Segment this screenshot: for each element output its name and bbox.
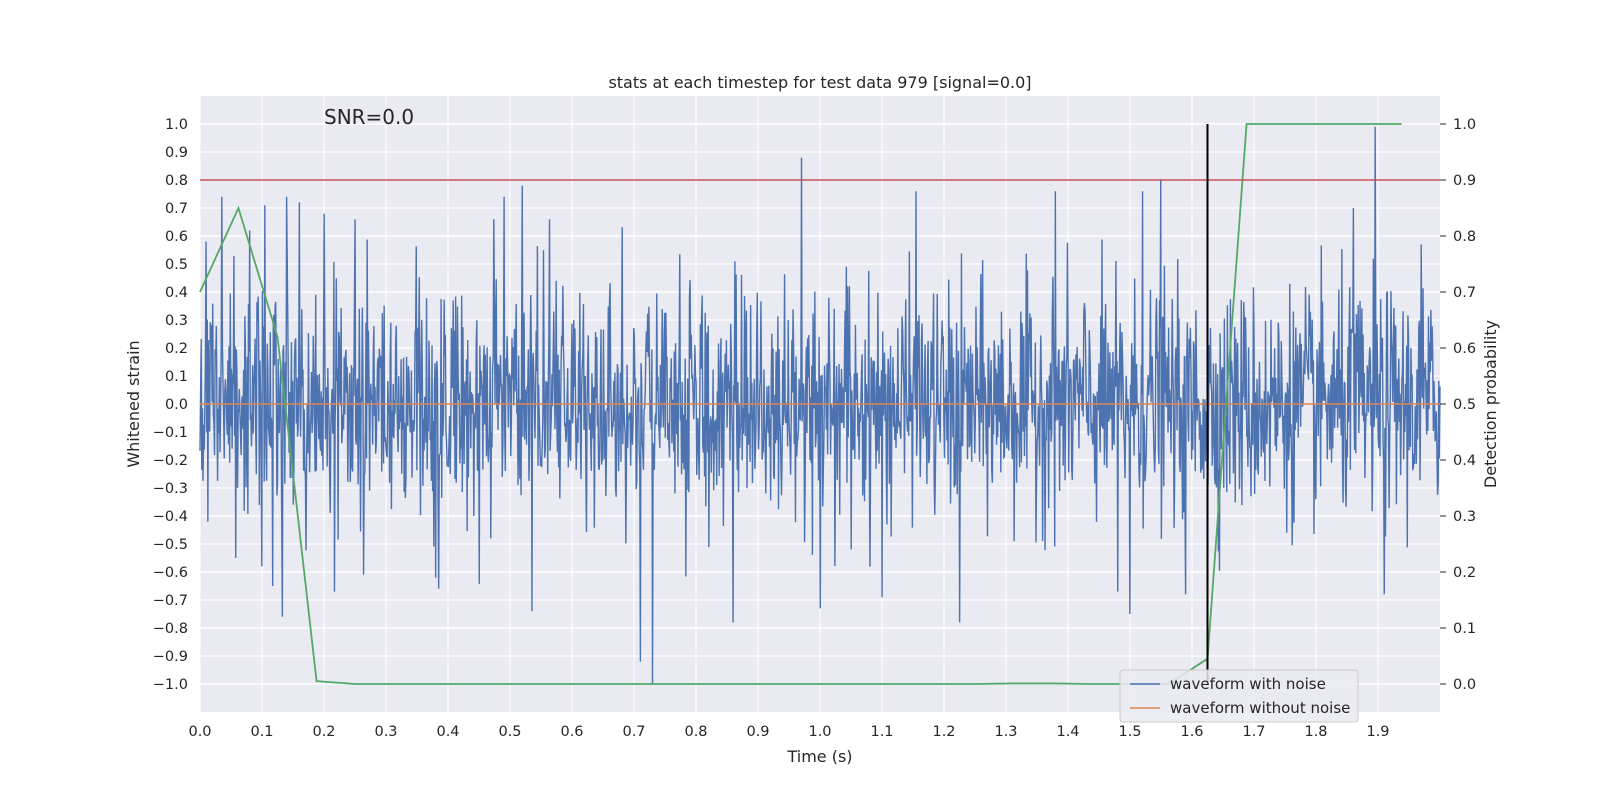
chart-title: stats at each timestep for test data 979… bbox=[608, 73, 1031, 92]
y-tick-labels: 1.0 0.9 0.8 0.7 0.6 0.5 0.4 0.3 0.2 0.1 0.0 −0.1 −0.… bbox=[153, 117, 188, 693]
y2-tick-label: 0.2 bbox=[1453, 565, 1476, 581]
x-tick-label: 0.6 bbox=[560, 724, 583, 740]
x-tick-labels: 0.0 0.1 0.2 0.3 0.4 0.5 0.6 0.7 0.8 0.9 1.0 1.1 1.2 1… bbox=[188, 724, 1389, 740]
y-tick-label: 0.4 bbox=[165, 285, 188, 301]
x-tick-label: 0.0 bbox=[188, 724, 211, 740]
y2-tick-label: 0.1 bbox=[1453, 621, 1476, 637]
y-tick-label: −0.4 bbox=[153, 509, 188, 525]
series-line-waveform-with-noise bbox=[199, 126, 1441, 685]
y-tick-label: 0.6 bbox=[165, 229, 188, 245]
x-tick-label: 1.0 bbox=[808, 724, 831, 740]
x-tick-label: 0.9 bbox=[746, 724, 769, 740]
x-tick-label: 0.4 bbox=[436, 724, 459, 740]
y2-tick-label: 0.5 bbox=[1453, 397, 1476, 413]
y2-tick-label: 0.3 bbox=[1453, 509, 1476, 525]
x-tick-label: 1.7 bbox=[1242, 724, 1265, 740]
y-tick-label: 0.2 bbox=[165, 341, 188, 357]
reference-lines bbox=[200, 124, 1440, 684]
y-tick-label: −1.0 bbox=[153, 677, 188, 693]
y-tick-label: 0.3 bbox=[165, 313, 188, 329]
snr-annotation: SNR=0.0 bbox=[324, 105, 414, 129]
x-tick-label: 0.8 bbox=[684, 724, 707, 740]
x-tick-label: 1.9 bbox=[1366, 724, 1389, 740]
y-tick-label: −0.9 bbox=[153, 649, 188, 665]
x-tick-label: 0.3 bbox=[374, 724, 397, 740]
x-tick-label: 1.5 bbox=[1118, 724, 1141, 740]
series-layer bbox=[199, 123, 1441, 685]
y-tick-label: −0.3 bbox=[153, 481, 188, 497]
y-tick-label: 0.7 bbox=[165, 201, 188, 217]
y-tick-label: −0.8 bbox=[153, 621, 188, 637]
y2-tick-label: 0.4 bbox=[1453, 453, 1476, 469]
y-tick-label: 0.9 bbox=[165, 145, 188, 161]
y-tick-label: −0.1 bbox=[153, 425, 188, 441]
x-tick-label: 1.2 bbox=[932, 724, 955, 740]
y-tick-label: 0.0 bbox=[165, 397, 188, 413]
y-tick-label: 0.5 bbox=[165, 257, 188, 273]
x-tick-label: 0.1 bbox=[250, 724, 273, 740]
y2-tick-label: 0.0 bbox=[1453, 677, 1476, 693]
series-line-detection-probability bbox=[199, 123, 1402, 685]
y2-tick-label: 0.7 bbox=[1453, 285, 1476, 301]
y-tick-label: 0.8 bbox=[165, 173, 188, 189]
y2-tick-labels: 1.0 0.9 0.8 0.7 0.6 0.5 0.4 0.3 0.2 0.1 0.0 bbox=[1440, 117, 1476, 693]
y2-tick-label: 1.0 bbox=[1453, 117, 1476, 133]
y-tick-label: −0.7 bbox=[153, 593, 188, 609]
y-tick-label: −0.6 bbox=[153, 565, 188, 581]
y-tick-label: −0.5 bbox=[153, 537, 188, 553]
y2-tick-label: 0.9 bbox=[1453, 173, 1476, 189]
y-tick-label: −0.2 bbox=[153, 453, 188, 469]
x-tick-label: 1.4 bbox=[1056, 724, 1079, 740]
legend-label-waveform-without-noise: waveform without noise bbox=[1170, 699, 1350, 717]
x-tick-label: 1.6 bbox=[1180, 724, 1203, 740]
x-tick-label: 0.2 bbox=[312, 724, 335, 740]
y2-tick-label: 0.6 bbox=[1453, 341, 1476, 357]
y-tick-label: 1.0 bbox=[165, 117, 188, 133]
x-axis-label: Time (s) bbox=[786, 747, 852, 766]
legend: waveform with noise waveform without noi… bbox=[1119, 669, 1359, 723]
y-tick-label: 0.1 bbox=[165, 369, 188, 385]
y2-tick-label: 0.8 bbox=[1453, 229, 1476, 245]
y2-axis-label: Detection probability bbox=[1481, 320, 1500, 488]
x-tick-label: 1.3 bbox=[994, 724, 1017, 740]
y-axis-label: Whitened strain bbox=[124, 340, 143, 467]
x-tick-label: 1.8 bbox=[1304, 724, 1327, 740]
x-tick-label: 0.7 bbox=[622, 724, 645, 740]
x-tick-label: 0.5 bbox=[498, 724, 521, 740]
legend-label-waveform-with-noise: waveform with noise bbox=[1170, 675, 1326, 693]
x-tick-label: 1.1 bbox=[870, 724, 893, 740]
legend-box bbox=[1119, 669, 1359, 723]
